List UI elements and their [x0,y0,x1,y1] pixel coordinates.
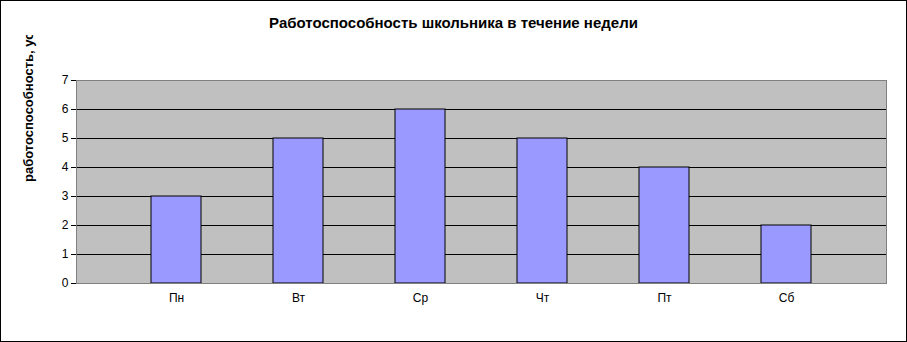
svg-text:0: 0 [62,276,69,290]
svg-text:7: 7 [62,73,69,87]
html-text:Работоспособность школьника в: Работоспособность школьника в течение не… [269,14,638,31]
svg-text:1: 1 [62,247,69,261]
svg-text:Пн: Пн [169,291,184,305]
svg-text:Сб: Сб [779,291,795,305]
svg-text:3: 3 [62,189,69,203]
svg-text:Чт: Чт [536,291,550,305]
svg-text:4: 4 [62,160,69,174]
svg-text:Вт: Вт [292,291,306,305]
svg-text:работоспособность, усл. ед.: работоспособность, усл. ед. [21,35,36,182]
svg-text:2: 2 [62,218,69,232]
svg-text:6: 6 [62,102,69,116]
svg-text:Пт: Пт [657,291,672,305]
svg-text:5: 5 [62,131,69,145]
svg-text:Ср: Ср [413,291,429,305]
